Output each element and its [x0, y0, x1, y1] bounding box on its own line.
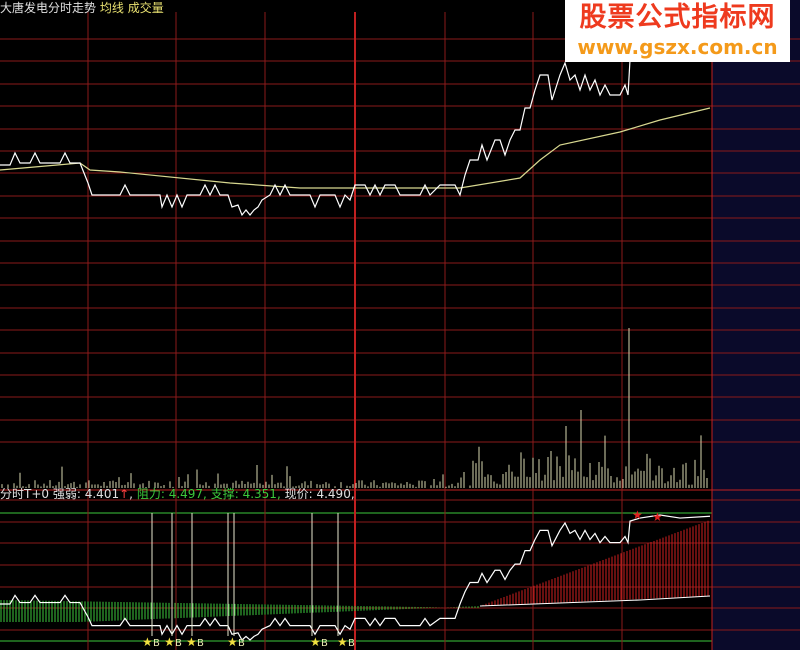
resistance-label: 阻力:	[136, 487, 165, 501]
buy-signal-label: B	[348, 638, 355, 649]
support-value: 4.351	[242, 487, 277, 501]
resistance-value: 4.497	[168, 487, 204, 501]
baseline-line	[479, 595, 711, 607]
buy-star-icon: ★	[142, 635, 153, 649]
sell-star-icon: ★	[652, 510, 663, 524]
avg-line-legend: 均线	[99, 1, 124, 15]
chart-title-bar: 大唐发电分时走势 均线 成交量	[0, 1, 164, 15]
buy-star-icon: ★	[164, 635, 175, 649]
strength-label: 强弱:	[52, 487, 81, 501]
watermark-title: 股票公式指标网	[579, 2, 776, 33]
price-label: 现价:	[284, 487, 313, 501]
buy-star-icon: ★	[227, 635, 238, 649]
sell-star-icon: ★	[632, 508, 643, 522]
support-label: 支撑:	[210, 487, 239, 501]
indicator-name: 分时T+0	[0, 487, 50, 501]
buy-signal-label: B	[175, 638, 182, 649]
strength-value: 4.401	[84, 487, 120, 501]
price-line	[0, 49, 711, 217]
average-price-line	[0, 107, 711, 189]
watermark-logo: 股票公式指标网 www.gszx.com.cn	[565, 0, 790, 62]
chart-title: 大唐发电分时走势	[0, 1, 97, 15]
volume-legend: 成交量	[127, 1, 164, 15]
buy-signal-label: B	[238, 638, 245, 649]
buy-signal-label: B	[321, 638, 328, 649]
indicator-bar: 分时T+0 强弱: 4.401↑, 阻力: 4.497, 支撑: 4.351, …	[0, 487, 355, 501]
buy-signal-label: B	[197, 638, 204, 649]
price-value: 4.490	[316, 487, 351, 501]
buy-signal-label: B	[153, 638, 160, 649]
buy-star-icon: ★	[186, 635, 197, 649]
buy-star-icon: ★	[310, 635, 321, 649]
future-time-area	[712, 0, 800, 650]
buy-star-icon: ★	[337, 635, 348, 649]
strength-arrow-icon: ↑	[119, 487, 130, 501]
indicator-price-line	[0, 514, 711, 641]
watermark-url: www.gszx.com.cn	[577, 35, 778, 59]
